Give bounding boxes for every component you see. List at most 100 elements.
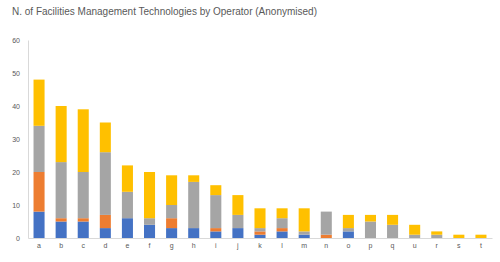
x-tick: u xyxy=(413,238,417,249)
plot: 0102030405060abcdefghijklmnopqurst xyxy=(12,37,492,250)
x-tick: m xyxy=(301,238,307,249)
bar xyxy=(56,106,67,162)
bar xyxy=(321,211,332,212)
x-tick: n xyxy=(324,238,328,249)
bar xyxy=(343,228,354,231)
bar xyxy=(210,195,221,228)
bar xyxy=(122,218,133,238)
x-tick: q xyxy=(391,238,395,250)
bar xyxy=(34,126,45,172)
bar xyxy=(56,222,67,239)
bar xyxy=(232,228,243,238)
y-axis: 0 10 20 30 40 50 60 xyxy=(12,37,28,242)
bar xyxy=(409,235,420,238)
x-tick-label: c xyxy=(81,242,85,249)
bar xyxy=(277,228,288,231)
bar xyxy=(453,235,464,238)
x-tick-label: q xyxy=(391,242,395,250)
bar xyxy=(166,175,177,205)
title: N. of Facilities Management Technologies… xyxy=(12,6,317,17)
bar xyxy=(56,162,67,218)
bar xyxy=(431,235,442,238)
x-tick: k xyxy=(258,238,262,249)
x-axis: abcdefghijklmnopqurst xyxy=(29,238,493,250)
x-tick-label: n xyxy=(324,242,328,249)
x-tick: c xyxy=(81,238,85,249)
y-tick: 20 xyxy=(12,169,28,176)
x-tick: l xyxy=(281,238,283,249)
bar xyxy=(56,218,67,221)
x-tick-label: e xyxy=(125,242,129,249)
x-tick-label: f xyxy=(149,242,151,249)
bars xyxy=(34,80,487,238)
bar xyxy=(210,185,221,195)
bar xyxy=(387,215,398,225)
x-tick-label: s xyxy=(457,242,461,249)
bar xyxy=(365,215,376,222)
bar xyxy=(232,215,243,228)
bar xyxy=(78,109,89,172)
bar xyxy=(254,208,265,228)
bar xyxy=(34,172,45,212)
bar xyxy=(210,231,221,238)
x-tick-label: a xyxy=(37,242,41,249)
y-tick: 60 xyxy=(12,37,28,44)
y-tick-label: 0 xyxy=(16,235,20,242)
series xyxy=(34,172,332,238)
x-tick: t xyxy=(480,238,482,249)
x-tick: r xyxy=(436,238,439,249)
bar xyxy=(78,222,89,239)
bar xyxy=(144,218,155,225)
bar xyxy=(254,228,265,231)
y-tick-label: 10 xyxy=(12,202,20,209)
x-tick-label: u xyxy=(413,242,417,249)
bar xyxy=(166,205,177,218)
x-tick: f xyxy=(149,238,151,249)
bar xyxy=(188,175,199,182)
x-tick-label: m xyxy=(301,242,307,249)
bar xyxy=(100,123,111,153)
x-tick-label: r xyxy=(436,242,439,249)
x-tick: i xyxy=(215,238,217,249)
x-tick-label: b xyxy=(59,242,63,249)
x-tick: g xyxy=(170,238,174,250)
bar xyxy=(409,225,420,235)
x-tick-label: l xyxy=(281,242,283,249)
x-tick-label: k xyxy=(258,242,262,249)
bar xyxy=(321,235,332,238)
bar xyxy=(122,165,133,191)
bar xyxy=(78,218,89,221)
bar xyxy=(100,228,111,238)
bar xyxy=(188,182,199,228)
bar xyxy=(144,225,155,238)
bar xyxy=(254,235,265,238)
bar xyxy=(321,212,332,235)
y-tick: 50 xyxy=(12,70,28,77)
x-tick-label: t xyxy=(480,242,482,249)
bar xyxy=(188,228,199,238)
bar xyxy=(343,215,354,228)
x-axis-line xyxy=(29,238,493,239)
x-tick: d xyxy=(103,238,107,249)
x-tick-label: h xyxy=(192,242,196,249)
x-tick-label: j xyxy=(236,242,239,250)
x-tick: a xyxy=(37,238,41,249)
bar xyxy=(277,208,288,218)
y-tick: 30 xyxy=(12,136,28,143)
y-tick: 40 xyxy=(12,103,28,110)
y-tick-label: 50 xyxy=(12,70,20,77)
x-tick: o xyxy=(346,238,350,249)
x-tick: j xyxy=(236,238,239,250)
y-tick-label: 30 xyxy=(12,136,20,143)
bar xyxy=(100,152,111,215)
chart: N. of Facilities Management Technologies… xyxy=(0,0,500,262)
bar xyxy=(232,195,243,215)
bar xyxy=(299,235,310,238)
bar xyxy=(166,228,177,238)
bar xyxy=(277,218,288,228)
bar xyxy=(210,228,221,231)
y-tick-label: 20 xyxy=(12,169,20,176)
bar xyxy=(365,222,376,239)
bar xyxy=(299,231,310,234)
x-tick-label: i xyxy=(215,242,217,249)
